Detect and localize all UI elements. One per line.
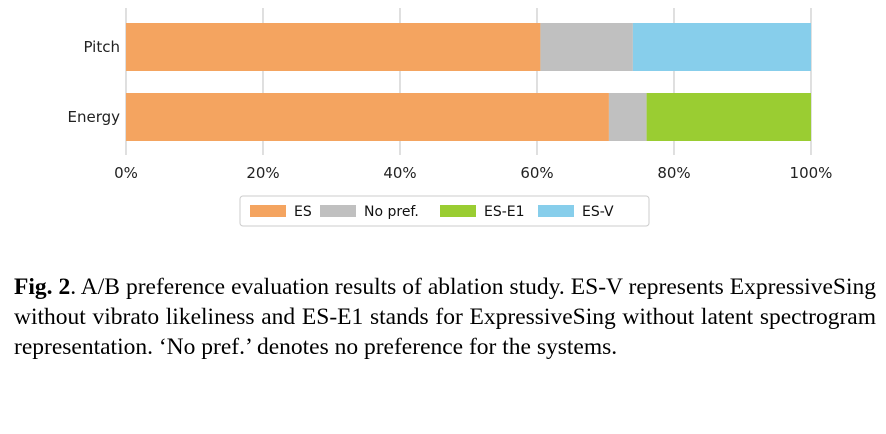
- bar-segment: [540, 23, 633, 71]
- bar-segment: [646, 93, 811, 141]
- x-tick-label: 20%: [246, 164, 279, 182]
- caption-label: Fig. 2: [14, 274, 71, 300]
- legend-swatch: [440, 205, 476, 217]
- x-tick-label: 80%: [657, 164, 690, 182]
- x-tick-label: 60%: [520, 164, 553, 182]
- x-tick-label: 40%: [383, 164, 416, 182]
- y-tick-label: Pitch: [83, 38, 120, 56]
- legend-swatch: [538, 205, 574, 217]
- legend-swatch: [250, 205, 286, 217]
- legend-label: ES: [294, 204, 312, 220]
- legend-label: ES-V: [582, 204, 614, 220]
- x-tick-label: 100%: [790, 164, 833, 182]
- bar-segment: [126, 23, 541, 71]
- stacked-bar-chart: Pitch Energy 0% 20% 40% 60% 80% 100% ES No pref…: [67, 8, 833, 227]
- bar-segment: [608, 93, 647, 141]
- legend-label: ES-E1: [484, 204, 525, 220]
- legend-swatch: [320, 205, 356, 217]
- bar-segment: [126, 93, 609, 141]
- legend: ES No pref. ES-E1 ES-V: [239, 195, 650, 227]
- y-tick-label: Energy: [67, 108, 120, 126]
- bar-segment: [632, 23, 811, 71]
- x-tick-label: 0%: [114, 164, 138, 182]
- figure-caption: Fig. 2. A/B preference evaluation result…: [14, 272, 876, 362]
- caption-text: . A/B preference evaluation results of a…: [14, 274, 876, 360]
- legend-label: No pref.: [364, 204, 419, 220]
